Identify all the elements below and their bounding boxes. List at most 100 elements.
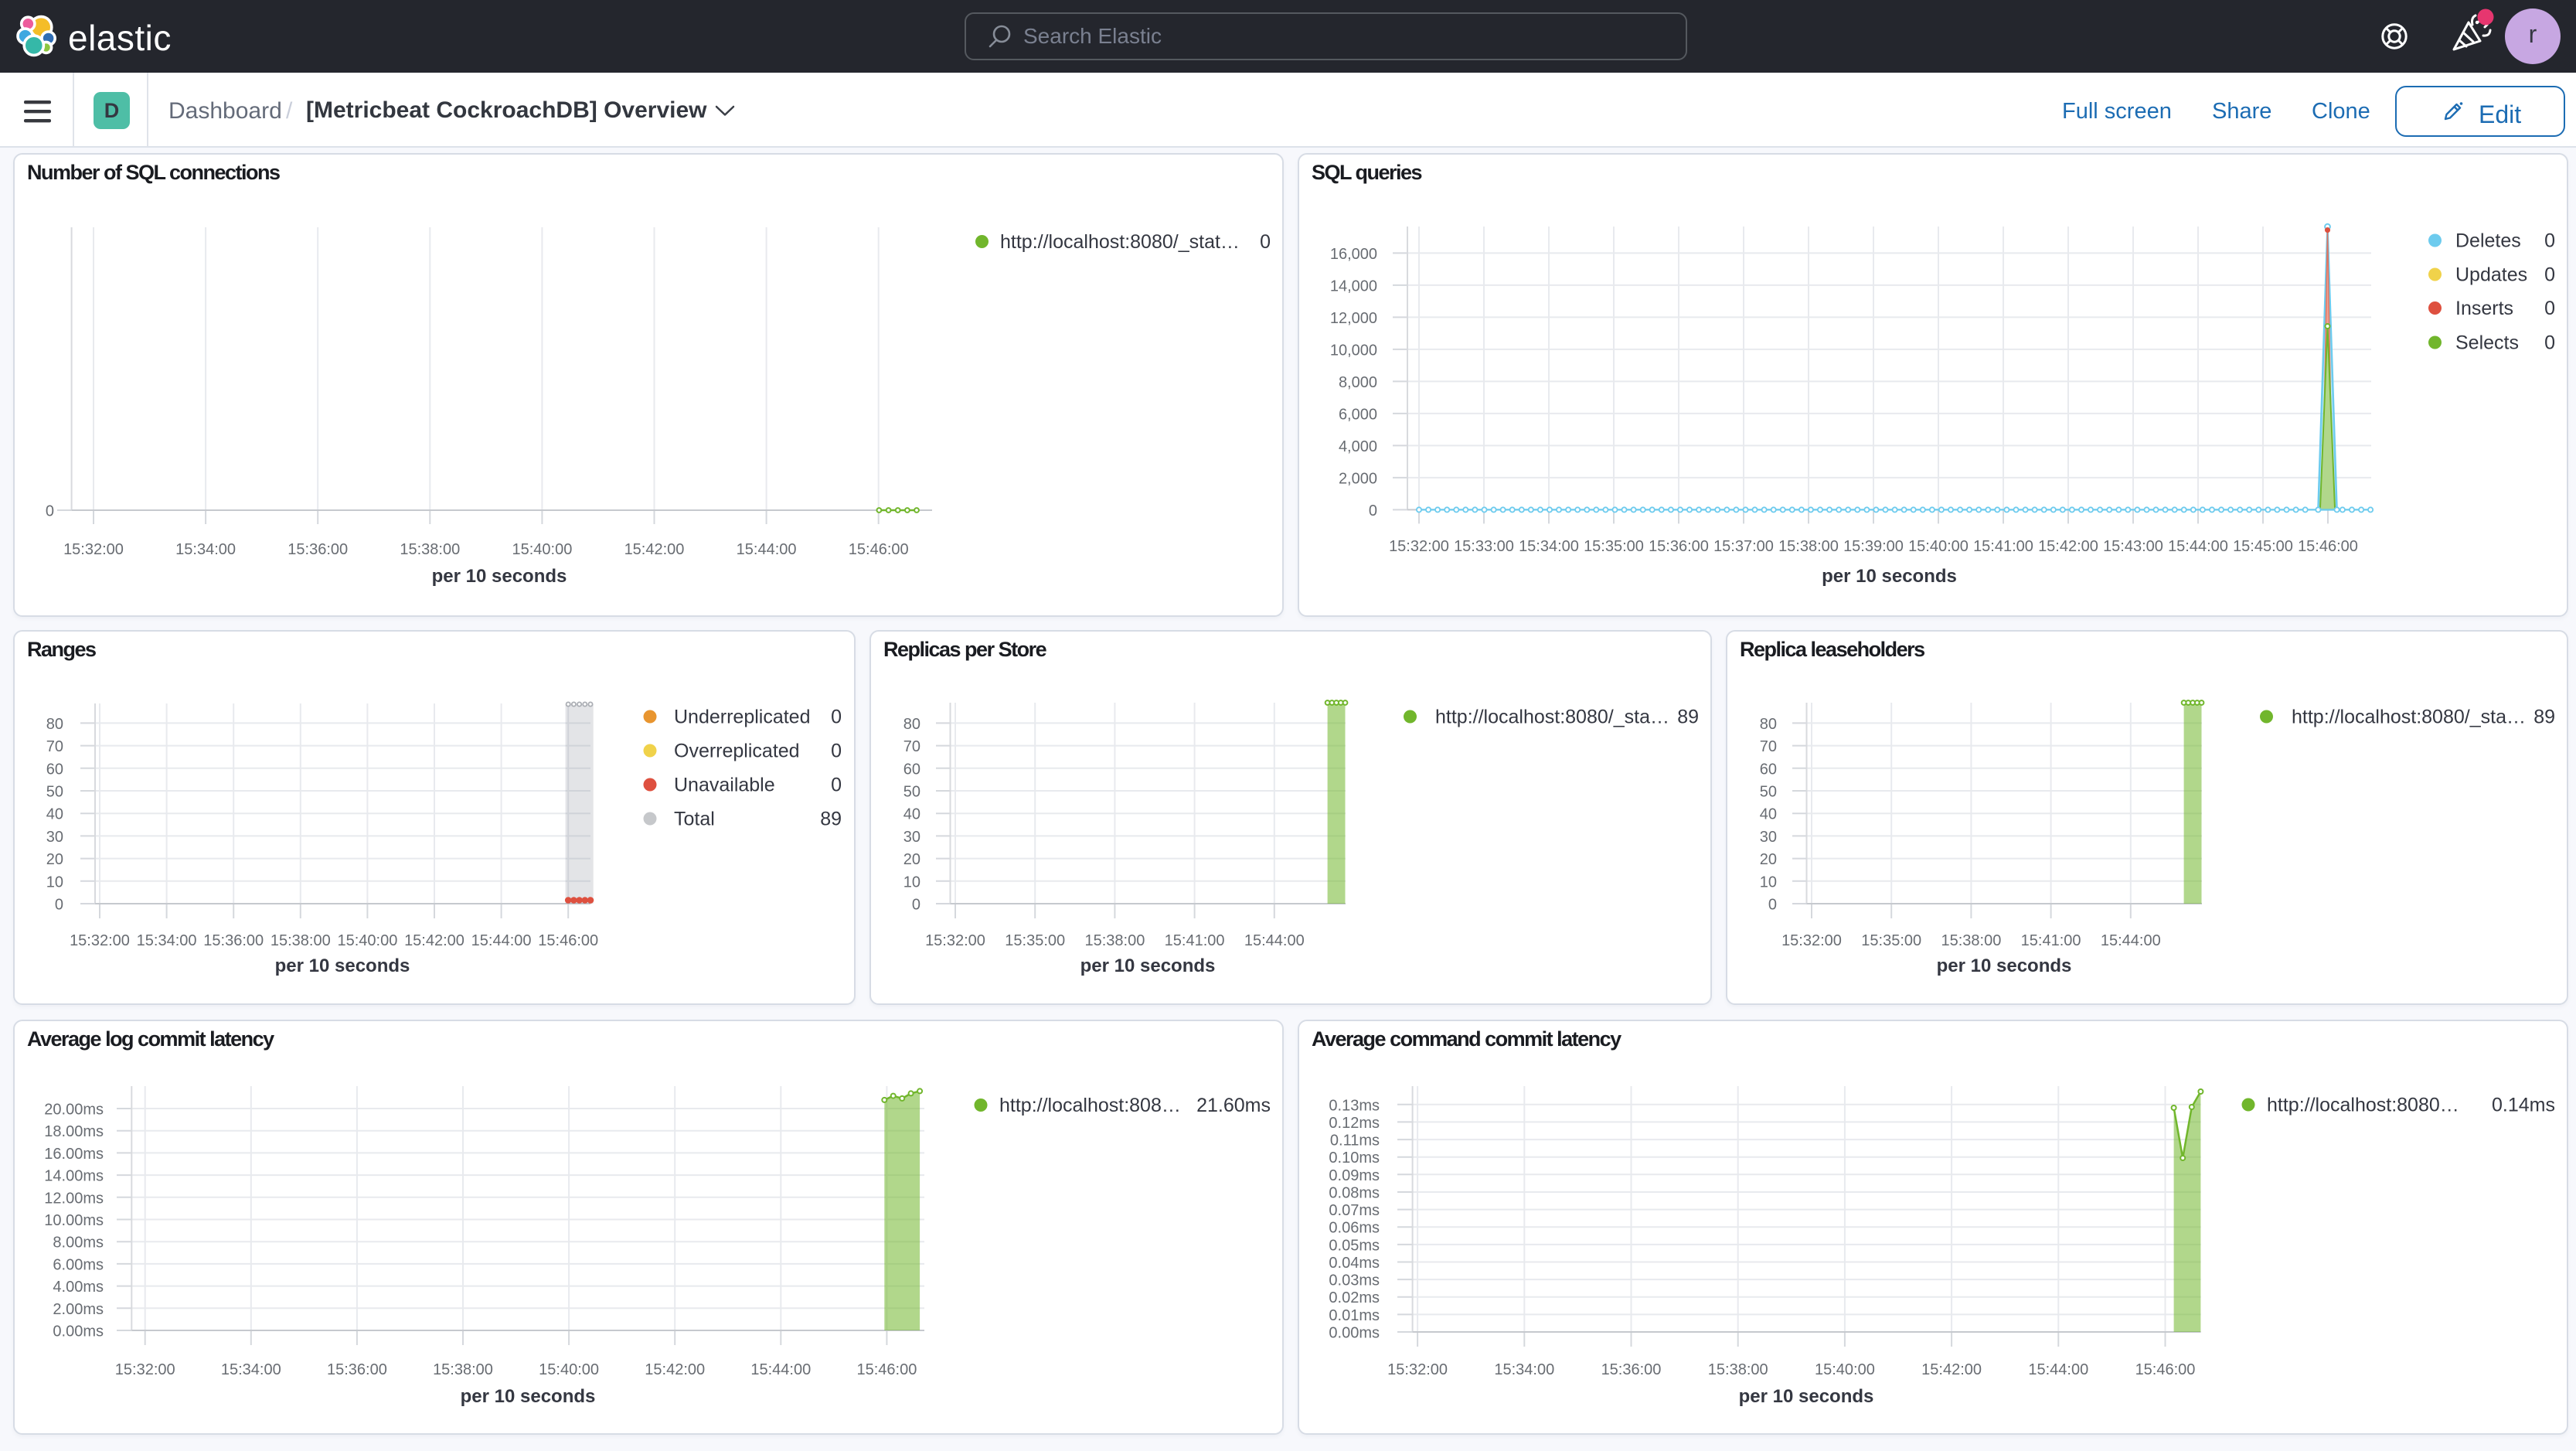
svg-text:10.00ms: 10.00ms bbox=[44, 1212, 104, 1229]
svg-text:15:38:00: 15:38:00 bbox=[1084, 932, 1145, 949]
svg-text:15:32:00: 15:32:00 bbox=[63, 541, 124, 558]
svg-text:15:39:00: 15:39:00 bbox=[1843, 538, 1904, 555]
svg-text:0: 0 bbox=[55, 897, 63, 914]
svg-text:20: 20 bbox=[1760, 851, 1777, 868]
svg-text:15:42:00: 15:42:00 bbox=[624, 541, 685, 558]
svg-text:15:38:00: 15:38:00 bbox=[1941, 932, 2001, 949]
svg-text:15:46:00: 15:46:00 bbox=[849, 541, 909, 558]
svg-text:http://localhost:8080…: http://localhost:8080… bbox=[2267, 1095, 2459, 1116]
svg-text:8.00ms: 8.00ms bbox=[53, 1235, 104, 1252]
svg-text:10,000: 10,000 bbox=[1330, 342, 1377, 359]
svg-text:16.00ms: 16.00ms bbox=[44, 1146, 104, 1163]
svg-text:89: 89 bbox=[2533, 707, 2555, 728]
svg-text:80: 80 bbox=[1760, 716, 1777, 733]
svg-text:0: 0 bbox=[1369, 502, 1377, 519]
svg-text:15:43:00: 15:43:00 bbox=[2103, 538, 2163, 555]
svg-text:0.08ms: 0.08ms bbox=[1329, 1185, 1380, 1202]
svg-text:15:38:00: 15:38:00 bbox=[1778, 538, 1839, 555]
svg-text:per 10 seconds: per 10 seconds bbox=[1739, 1386, 1874, 1407]
svg-text:15:34:00: 15:34:00 bbox=[175, 541, 236, 558]
svg-text:15:40:00: 15:40:00 bbox=[1908, 538, 1969, 555]
svg-text:0.12ms: 0.12ms bbox=[1329, 1115, 1380, 1132]
svg-text:60: 60 bbox=[903, 761, 920, 778]
svg-text:15:46:00: 15:46:00 bbox=[2135, 1361, 2196, 1378]
svg-text:Updates: Updates bbox=[2455, 264, 2527, 286]
svg-text:18.00ms: 18.00ms bbox=[44, 1123, 104, 1140]
svg-text:per 10 seconds: per 10 seconds bbox=[1937, 955, 2072, 976]
svg-text:0.07ms: 0.07ms bbox=[1329, 1202, 1380, 1219]
svg-text:40: 40 bbox=[46, 806, 63, 823]
svg-text:15:34:00: 15:34:00 bbox=[137, 932, 197, 949]
svg-text:30: 30 bbox=[903, 829, 920, 846]
svg-text:0.13ms: 0.13ms bbox=[1329, 1097, 1380, 1114]
svg-text:50: 50 bbox=[903, 784, 920, 801]
svg-text:20: 20 bbox=[903, 851, 920, 868]
svg-text:12.00ms: 12.00ms bbox=[44, 1190, 104, 1207]
svg-text:per 10 seconds: per 10 seconds bbox=[275, 955, 410, 976]
svg-text:0.09ms: 0.09ms bbox=[1329, 1167, 1380, 1184]
svg-text:15:44:00: 15:44:00 bbox=[471, 932, 532, 949]
svg-text:15:40:00: 15:40:00 bbox=[512, 541, 572, 558]
svg-text:15:35:00: 15:35:00 bbox=[1861, 932, 1921, 949]
svg-text:0: 0 bbox=[831, 775, 842, 796]
svg-text:15:36:00: 15:36:00 bbox=[327, 1361, 387, 1378]
svg-text:80: 80 bbox=[903, 716, 920, 733]
svg-text:15:34:00: 15:34:00 bbox=[1519, 538, 1579, 555]
svg-text:30: 30 bbox=[46, 829, 63, 846]
svg-text:4.00ms: 4.00ms bbox=[53, 1279, 104, 1296]
svg-text:0.04ms: 0.04ms bbox=[1329, 1255, 1380, 1272]
svg-text:15:44:00: 15:44:00 bbox=[2028, 1361, 2088, 1378]
svg-text:60: 60 bbox=[1760, 761, 1777, 778]
svg-text:15:38:00: 15:38:00 bbox=[271, 932, 331, 949]
svg-text:15:46:00: 15:46:00 bbox=[2298, 538, 2358, 555]
svg-text:15:32:00: 15:32:00 bbox=[925, 932, 985, 949]
svg-text:0: 0 bbox=[2544, 298, 2555, 319]
svg-text:per 10 seconds: per 10 seconds bbox=[432, 566, 567, 587]
svg-text:15:46:00: 15:46:00 bbox=[856, 1361, 917, 1378]
svg-text:0.01ms: 0.01ms bbox=[1329, 1307, 1380, 1324]
svg-text:per 10 seconds: per 10 seconds bbox=[1822, 566, 1957, 587]
svg-text:15:36:00: 15:36:00 bbox=[288, 541, 348, 558]
svg-text:40: 40 bbox=[903, 806, 920, 823]
svg-text:0: 0 bbox=[912, 897, 920, 914]
svg-text:14,000: 14,000 bbox=[1330, 278, 1377, 295]
svg-text:4,000: 4,000 bbox=[1339, 438, 1377, 455]
svg-text:0: 0 bbox=[1768, 897, 1777, 914]
svg-text:15:33:00: 15:33:00 bbox=[1454, 538, 1514, 555]
svg-text:15:42:00: 15:42:00 bbox=[404, 932, 464, 949]
svg-text:15:37:00: 15:37:00 bbox=[1713, 538, 1774, 555]
svg-text:20.00ms: 20.00ms bbox=[44, 1102, 104, 1119]
svg-text:0: 0 bbox=[2544, 264, 2555, 286]
svg-text:15:36:00: 15:36:00 bbox=[1649, 538, 1709, 555]
svg-text:2,000: 2,000 bbox=[1339, 470, 1377, 487]
svg-text:10: 10 bbox=[46, 874, 63, 891]
svg-text:15:40:00: 15:40:00 bbox=[337, 932, 397, 949]
svg-text:15:40:00: 15:40:00 bbox=[1815, 1361, 1875, 1378]
svg-text:15:38:00: 15:38:00 bbox=[433, 1361, 493, 1378]
svg-text:0.02ms: 0.02ms bbox=[1329, 1289, 1380, 1306]
svg-text:Underreplicated: Underreplicated bbox=[674, 707, 811, 728]
svg-text:15:44:00: 15:44:00 bbox=[737, 541, 797, 558]
svg-text:Inserts: Inserts bbox=[2455, 298, 2513, 319]
svg-text:15:32:00: 15:32:00 bbox=[115, 1361, 175, 1378]
svg-text:Overreplicated: Overreplicated bbox=[674, 741, 800, 762]
svg-text:15:42:00: 15:42:00 bbox=[645, 1361, 705, 1378]
svg-text:80: 80 bbox=[46, 716, 63, 733]
svg-text:0.14ms: 0.14ms bbox=[2492, 1095, 2555, 1116]
svg-text:http://localhost:8080/_sta…: http://localhost:8080/_sta… bbox=[2292, 707, 2526, 728]
svg-text:15:34:00: 15:34:00 bbox=[221, 1361, 281, 1378]
svg-text:per 10 seconds: per 10 seconds bbox=[461, 1386, 596, 1407]
svg-text:6,000: 6,000 bbox=[1339, 406, 1377, 423]
svg-text:60: 60 bbox=[46, 761, 63, 778]
svg-text:0.00ms: 0.00ms bbox=[53, 1323, 104, 1340]
svg-text:0: 0 bbox=[2544, 332, 2555, 354]
svg-text:15:38:00: 15:38:00 bbox=[1708, 1361, 1768, 1378]
svg-text:0.10ms: 0.10ms bbox=[1329, 1150, 1380, 1167]
svg-text:http://localhost:8080/_sta…: http://localhost:8080/_sta… bbox=[1435, 707, 1669, 728]
svg-text:10: 10 bbox=[1760, 874, 1777, 891]
svg-text:0: 0 bbox=[46, 503, 54, 520]
svg-text:0: 0 bbox=[1260, 231, 1271, 253]
svg-text:15:38:00: 15:38:00 bbox=[400, 541, 460, 558]
svg-text:0: 0 bbox=[2544, 230, 2555, 252]
svg-text:89: 89 bbox=[820, 809, 842, 830]
